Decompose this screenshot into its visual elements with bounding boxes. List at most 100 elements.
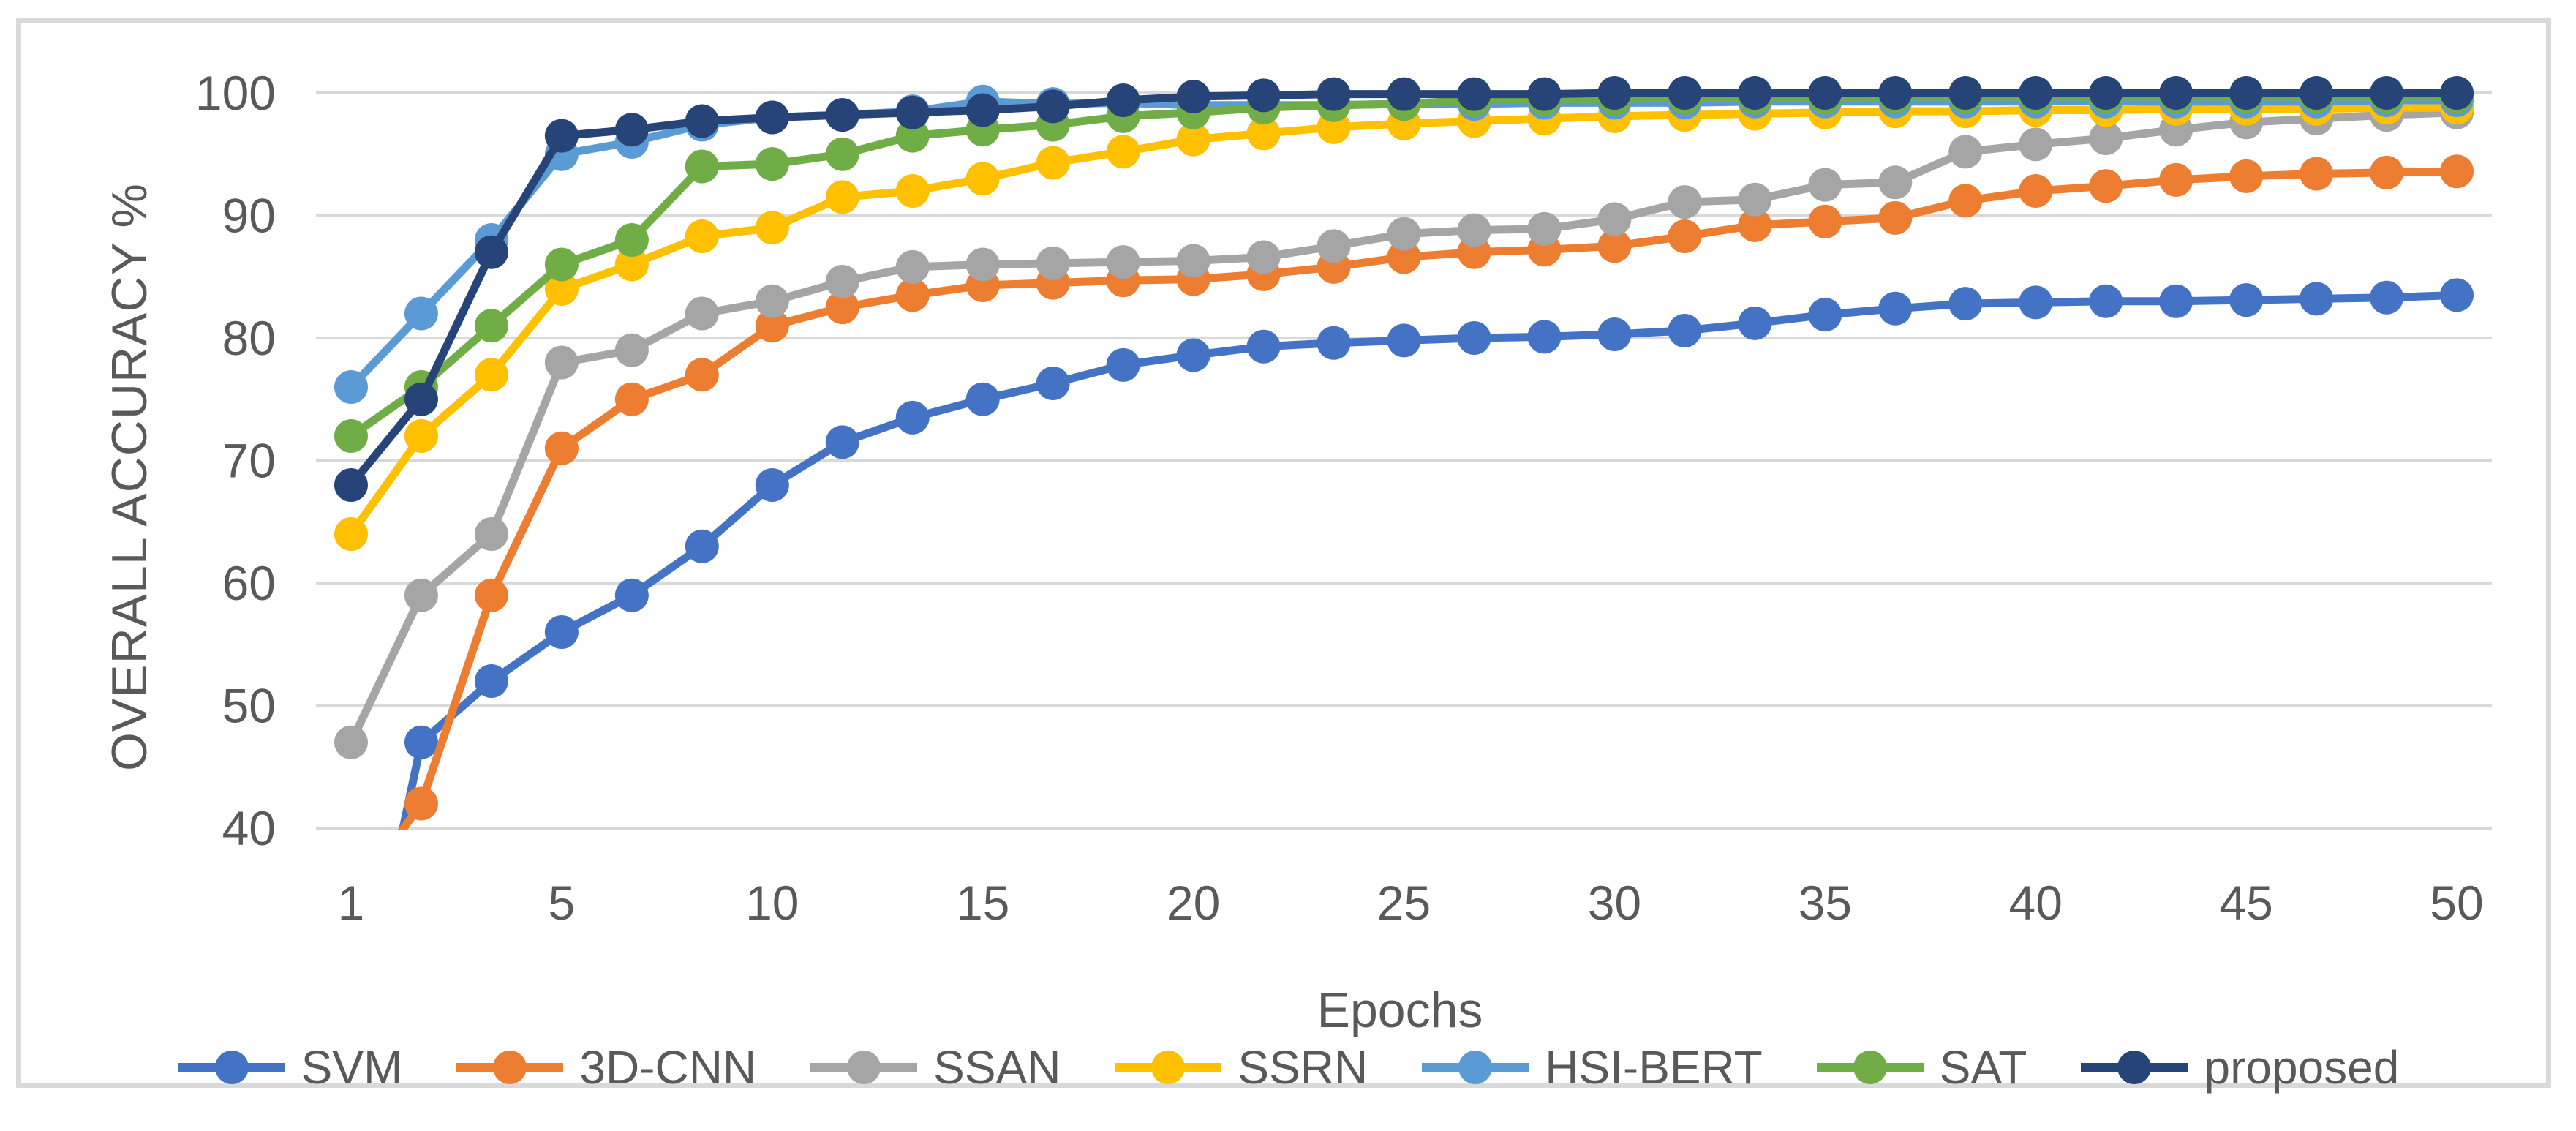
data-point-ssan-15 bbox=[1387, 217, 1421, 251]
data-point-proposed-19 bbox=[1668, 76, 1702, 110]
x-tick-label-25: 25 bbox=[1377, 876, 1431, 930]
data-point-sat-7 bbox=[825, 137, 859, 171]
data-point-ssrn-10 bbox=[1036, 146, 1070, 180]
data-point-proposed-25 bbox=[2089, 76, 2123, 110]
series-svm bbox=[399, 278, 2474, 830]
data-point-hsi-bert-0 bbox=[334, 370, 368, 404]
data-point-3d-cnn-29 bbox=[2370, 155, 2404, 189]
data-point-proposed-16 bbox=[1457, 77, 1491, 111]
data-point-proposed-26 bbox=[2159, 76, 2193, 110]
data-point-svm-9 bbox=[965, 382, 1000, 416]
data-point-sat-4 bbox=[614, 223, 649, 257]
data-point-proposed-10 bbox=[1036, 89, 1070, 124]
data-point-3d-cnn-22 bbox=[1878, 200, 1913, 235]
data-point-proposed-3 bbox=[544, 119, 579, 153]
data-point-ssrn-6 bbox=[755, 211, 789, 245]
data-point-proposed-2 bbox=[474, 235, 508, 269]
data-point-ssan-3 bbox=[544, 345, 579, 380]
data-point-ssrn-5 bbox=[685, 219, 719, 253]
data-point-3d-cnn-21 bbox=[1808, 204, 1842, 238]
data-point-svm-22 bbox=[1878, 291, 1913, 326]
x-tick-label-35: 35 bbox=[1799, 876, 1852, 930]
data-point-3d-cnn-8 bbox=[895, 278, 930, 312]
legend-item-ssan: SSAN bbox=[810, 1040, 1061, 1094]
data-point-proposed-8 bbox=[895, 95, 930, 129]
legend-item-ssrn: SSRN bbox=[1115, 1040, 1368, 1094]
data-point-svm-6 bbox=[755, 468, 789, 502]
chart-legend: SVM 3D-CNN SSAN SSRN HSI-BERT SAT proposed bbox=[21, 1040, 2556, 1094]
data-point-proposed-0 bbox=[334, 468, 368, 502]
data-point-svm-25 bbox=[2089, 284, 2123, 318]
data-point-ssan-24 bbox=[2019, 127, 2053, 162]
data-point-3d-cnn-1 bbox=[404, 786, 438, 821]
data-point-svm-4 bbox=[614, 578, 649, 612]
data-point-svm-2 bbox=[474, 664, 508, 698]
data-point-ssan-9 bbox=[965, 247, 1000, 282]
data-point-svm-13 bbox=[1246, 329, 1281, 364]
series-proposed bbox=[334, 76, 2474, 502]
data-point-ssan-10 bbox=[1036, 246, 1070, 280]
data-point-ssrn-7 bbox=[825, 180, 859, 214]
data-point-svm-30 bbox=[2440, 278, 2474, 312]
data-point-ssrn-8 bbox=[895, 174, 930, 208]
data-point-ssan-13 bbox=[1246, 240, 1281, 274]
x-tick-label-1: 1 bbox=[338, 876, 365, 930]
data-point-svm-3 bbox=[544, 615, 579, 649]
data-point-ssrn-4 bbox=[614, 247, 649, 282]
data-point-svm-8 bbox=[895, 400, 930, 435]
legend-label: SAT bbox=[1939, 1041, 2027, 1094]
data-point-svm-20 bbox=[1738, 306, 1772, 340]
data-point-ssan-4 bbox=[614, 333, 649, 367]
legend-label: 3D-CNN bbox=[579, 1041, 757, 1094]
x-tick-label-40: 40 bbox=[2008, 876, 2062, 930]
data-point-3d-cnn-7 bbox=[825, 290, 859, 325]
x-tick-label-10: 10 bbox=[745, 876, 799, 930]
data-point-svm-11 bbox=[1106, 347, 1140, 382]
data-point-proposed-24 bbox=[2019, 76, 2053, 110]
data-point-ssan-19 bbox=[1668, 185, 1702, 219]
legend-marker-icon bbox=[1816, 1051, 1924, 1084]
data-point-proposed-22 bbox=[1878, 76, 1913, 110]
x-tick-label-5: 5 bbox=[549, 876, 576, 930]
data-point-ssan-12 bbox=[1176, 244, 1210, 278]
y-tick-label-60: 60 bbox=[222, 556, 276, 610]
data-point-proposed-4 bbox=[614, 113, 649, 147]
x-tick-label-30: 30 bbox=[1588, 876, 1641, 930]
legend-label: SVM bbox=[301, 1041, 403, 1094]
data-point-3d-cnn-24 bbox=[2019, 174, 2053, 208]
data-point-ssan-2 bbox=[474, 517, 508, 551]
series-ssan bbox=[334, 95, 2474, 759]
data-point-sat-0 bbox=[334, 419, 368, 453]
data-point-svm-27 bbox=[2229, 283, 2264, 317]
y-tick-label-40: 40 bbox=[222, 801, 276, 855]
data-point-proposed-9 bbox=[965, 93, 1000, 127]
data-point-svm-24 bbox=[2019, 285, 2053, 320]
x-tick-label-20: 20 bbox=[1167, 876, 1220, 930]
data-point-3d-cnn-6 bbox=[755, 309, 789, 343]
series-line-svm bbox=[399, 290, 2461, 830]
data-point-hsi-bert-1 bbox=[404, 296, 438, 331]
data-point-proposed-20 bbox=[1738, 76, 1772, 110]
data-point-svm-7 bbox=[825, 425, 859, 459]
data-point-3d-cnn-5 bbox=[685, 358, 719, 392]
data-point-ssan-1 bbox=[404, 578, 438, 612]
data-point-3d-cnn-28 bbox=[2300, 157, 2334, 191]
data-point-svm-26 bbox=[2159, 284, 2193, 318]
data-point-3d-cnn-25 bbox=[2089, 169, 2123, 203]
legend-item-sat: SAT bbox=[1816, 1040, 2027, 1094]
data-point-ssan-6 bbox=[755, 284, 789, 318]
data-point-proposed-1 bbox=[404, 382, 438, 416]
data-point-proposed-13 bbox=[1246, 78, 1281, 113]
data-point-3d-cnn-20 bbox=[1738, 208, 1772, 242]
data-point-sat-5 bbox=[685, 149, 719, 184]
legend-marker-icon bbox=[1422, 1051, 1529, 1084]
y-tick-label-100: 100 bbox=[195, 66, 276, 120]
data-point-ssan-23 bbox=[1948, 135, 1983, 169]
data-point-proposed-28 bbox=[2300, 76, 2334, 110]
data-point-3d-cnn-4 bbox=[614, 382, 649, 416]
data-point-ssrn-3 bbox=[544, 272, 579, 306]
data-point-ssan-8 bbox=[895, 249, 930, 284]
data-point-proposed-12 bbox=[1176, 80, 1210, 114]
chart-figure: 40 50 60 70 80 90 100 1 5 10 15 20 25 30 35 40 45 50 OVER… bbox=[16, 18, 2551, 1094]
data-point-proposed-15 bbox=[1387, 77, 1421, 111]
